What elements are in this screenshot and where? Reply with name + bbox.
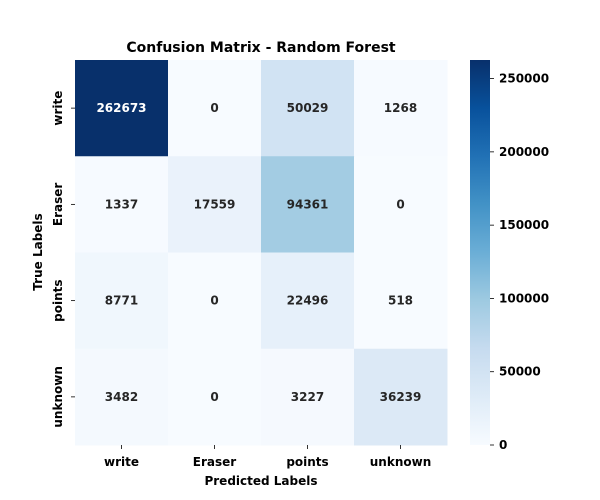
colorbar-tick-label: 250000 [499, 72, 549, 86]
heatmap-cell [168, 348, 262, 446]
x-tick-label: points [286, 455, 328, 469]
cell-value-label: 50029 [287, 101, 329, 115]
colorbar-tick-label: 50000 [499, 365, 541, 379]
cell-value-label: 1337 [105, 197, 138, 211]
heatmap-cell-labels: 262673 0 50029 1268 1337 17559 94361 0 8771 0 2249… [96, 101, 421, 404]
cell-value-label: 17559 [194, 197, 236, 211]
heatmap-cell [354, 60, 448, 157]
cell-value-label: 262673 [96, 101, 146, 115]
colorbar-tick-label: 0 [499, 438, 507, 452]
heatmap-cell [261, 252, 355, 350]
colorbar-tick-label: 200000 [499, 145, 549, 159]
x-axis-ticks: write Eraser points unknown [104, 445, 431, 469]
y-tick-label: write [51, 91, 65, 126]
cell-value-label: 518 [388, 294, 413, 308]
y-tick-label: Eraser [51, 183, 65, 226]
colorbar-gradient [470, 60, 490, 445]
heatmap-cell [261, 348, 355, 446]
x-tick-label: Eraser [193, 455, 236, 469]
cell-value-label: 0 [396, 197, 404, 211]
y-axis-ticks: write Eraser points unknown [51, 91, 75, 428]
colorbar-tick-label: 100000 [499, 291, 549, 305]
heatmap-cell [354, 156, 448, 253]
colorbar-ticks: 0 50000 100000 150000 200000 250000 [490, 72, 549, 452]
x-axis-label: Predicted Labels [204, 474, 317, 488]
cell-value-label: 0 [210, 101, 218, 115]
cell-value-label: 1268 [384, 101, 417, 115]
y-tick-label: unknown [51, 366, 65, 427]
heatmap-cell [75, 156, 169, 253]
heatmap-cell [168, 60, 262, 157]
chart-title: Confusion Matrix - Random Forest [126, 40, 396, 56]
heatmap-cell [75, 348, 169, 446]
y-tick-label: points [51, 279, 65, 321]
heatmap-cell [261, 156, 355, 253]
cell-value-label: 8771 [105, 294, 138, 308]
y-axis-label: True Labels [31, 213, 45, 290]
cell-value-label: 0 [210, 294, 218, 308]
cell-value-label: 36239 [380, 390, 422, 404]
heatmap-cell [354, 348, 448, 446]
x-tick-label: unknown [370, 455, 431, 469]
x-tick-label: write [104, 455, 139, 469]
cell-value-label: 3227 [291, 390, 324, 404]
heatmap-cell [261, 60, 355, 157]
heatmap-cells [75, 60, 448, 446]
heatmap-cell [168, 156, 262, 253]
colorbar-tick-label: 150000 [499, 218, 549, 232]
heatmap-cell [168, 252, 262, 350]
cell-value-label: 3482 [105, 390, 138, 404]
cell-value-label: 94361 [287, 197, 329, 211]
cell-value-label: 22496 [287, 294, 329, 308]
heatmap-cell [354, 252, 448, 350]
cell-value-label: 0 [210, 390, 218, 404]
colorbar: 0 50000 100000 150000 200000 250000 [470, 60, 549, 452]
heatmap-cell [75, 252, 169, 350]
heatmap-cell [75, 60, 169, 157]
